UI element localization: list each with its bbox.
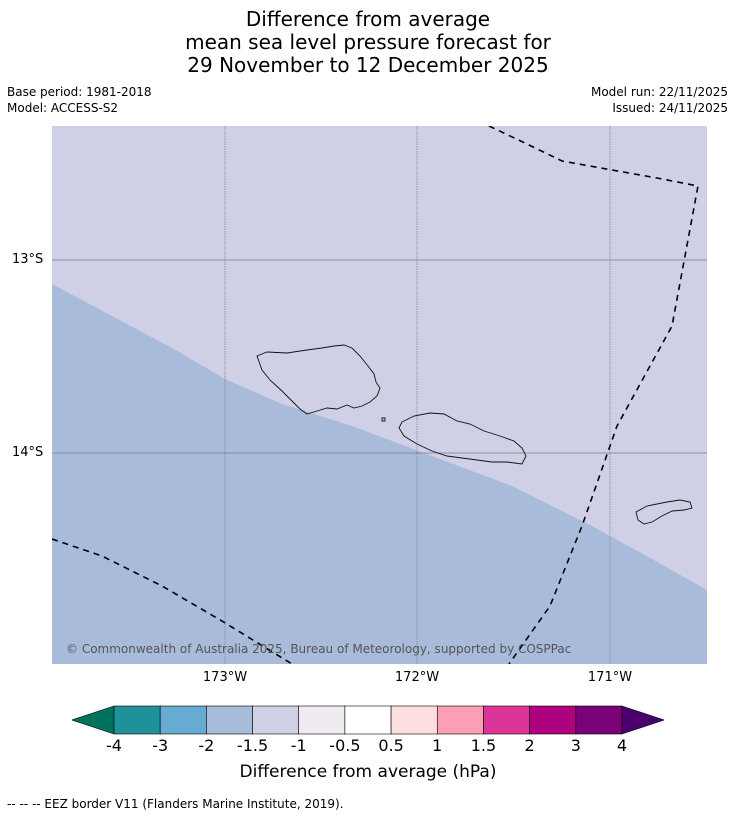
title-line-1: Difference from average [245, 7, 491, 31]
colorbar-segment [113, 705, 161, 735]
colorbar-tick-label: -3 [152, 736, 169, 755]
eez-border-southwest [52, 538, 293, 664]
colorbar-segment [483, 705, 530, 735]
island-savaii [256, 344, 381, 415]
colorbar-tick-label: -0.5 [329, 736, 361, 755]
coastlines [256, 344, 693, 525]
colorbar-tick-label: 0.5 [378, 736, 404, 755]
colorbar-segment [159, 705, 207, 735]
eez-border-east [488, 126, 699, 664]
lon-label-171w: 171°W [587, 670, 633, 685]
colorbar-tick-label: -2 [198, 736, 215, 755]
lat-label-13s: 13°S [12, 252, 44, 267]
colorbar-segment [436, 705, 484, 735]
credit-text: © Commonwealth of Australia 2025, Bureau… [66, 642, 572, 656]
colorbar-tick-label: -1 [290, 736, 307, 755]
eez-border [52, 126, 699, 664]
colorbar-tick-label: 4 [616, 736, 628, 755]
colorbar-segment [390, 705, 438, 735]
colorbar-tick-label: -4 [106, 736, 122, 755]
colorbar-tick-label: 2 [524, 736, 535, 755]
colorbar-label: Difference from average (hPa) [239, 762, 497, 782]
meta-right: Model run: 22/11/2025 Issued: 24/11/2025 [591, 84, 728, 116]
pressure-band-lower [52, 284, 707, 664]
lon-label-172w: 172°W [394, 670, 440, 685]
colorbar-tick-label: 1 [432, 736, 443, 755]
graticule [52, 126, 707, 664]
colorbar-segment [529, 705, 577, 735]
colorbar-arrow-high [621, 705, 664, 735]
colorbar-segment [298, 705, 346, 735]
island-apolima [381, 417, 386, 422]
colorbar-tick-label: 3 [570, 736, 581, 755]
colorbar-tick-label: 1.5 [470, 736, 497, 755]
lon-label-173w: 173°W [202, 670, 248, 685]
lat-label-14s: 14°S [12, 445, 44, 460]
island-upolu [398, 412, 527, 465]
map-panel: © Commonwealth of Australia 2025, Bureau… [52, 126, 707, 664]
colorbar-segment [206, 705, 253, 735]
colorbar-ticks: -4 -3 -2 -1.5 -1 -0.5 0.5 1 1.5 2 3 4 [0, 736, 736, 758]
base-period: Base period: 1981-2018 [7, 85, 152, 99]
colorbar [72, 705, 664, 735]
colorbar-arrow-low [72, 705, 115, 735]
model-run: Model run: 22/11/2025 [590, 85, 728, 99]
colorbar-segment [344, 705, 392, 735]
eez-legend: -- -- -- EEZ border V11 (Flanders Marine… [7, 797, 344, 811]
model-name: Model: ACCESS-S2 [7, 101, 119, 115]
issued-date: Issued: 24/11/2025 [612, 101, 728, 115]
title-line-3: 29 November to 12 December 2025 [187, 53, 549, 77]
meta-left: Base period: 1981-2018 Model: ACCESS-S2 [7, 84, 152, 116]
island-tutuila [635, 499, 693, 525]
map-canvas [52, 126, 707, 664]
colorbar-segment [575, 705, 623, 735]
colorbar-segment [252, 705, 300, 735]
title-line-2: mean sea level pressure forecast for [185, 30, 551, 54]
map-title: Difference from average mean sea level p… [0, 8, 736, 77]
colorbar-tick-label: -1.5 [236, 736, 269, 755]
